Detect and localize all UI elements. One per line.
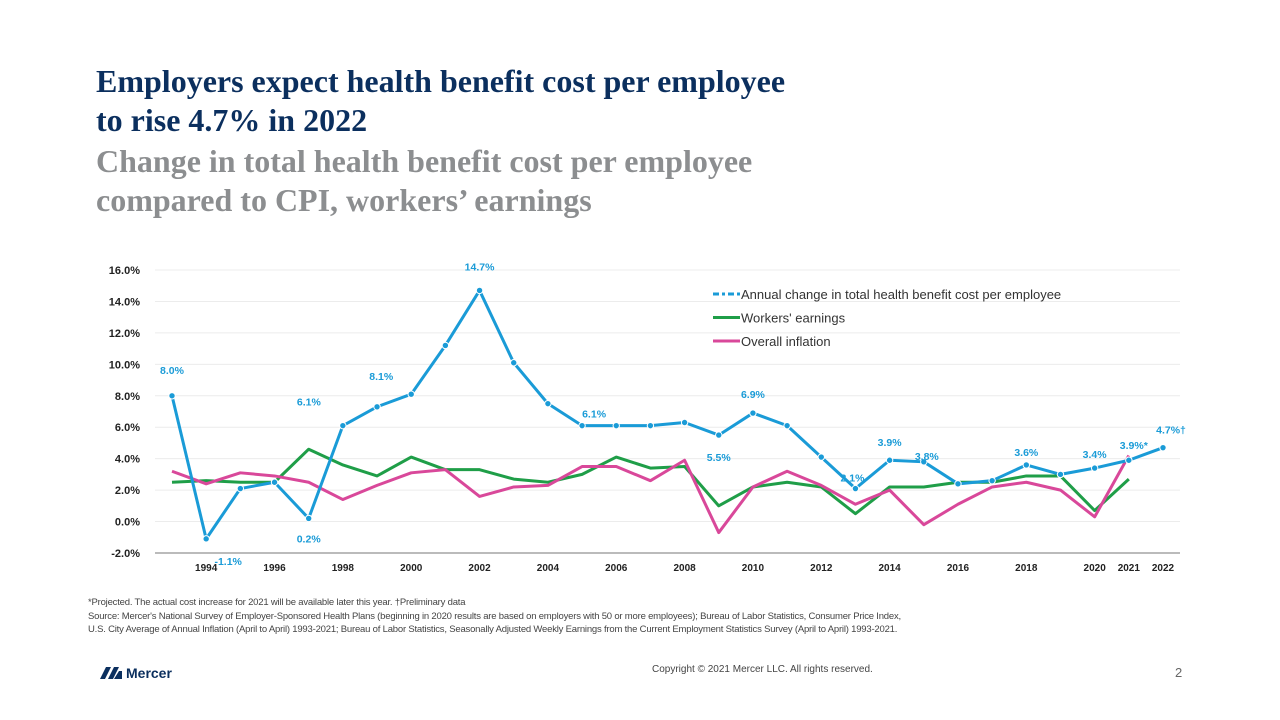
data-label: 6.1%	[582, 409, 607, 421]
x-tick-label: 2014	[878, 563, 901, 574]
data-label: 6.1%	[297, 397, 322, 409]
data-point	[680, 418, 689, 427]
data-point	[817, 453, 825, 461]
data-label: 3.4%	[1083, 449, 1108, 461]
copyright: Copyright © 2021 Mercer LLC. All rights …	[652, 664, 873, 675]
data-label: 3.8%	[915, 451, 940, 463]
data-point	[544, 399, 552, 408]
data-point	[920, 458, 928, 466]
y-tick-label: 6.0%	[115, 422, 140, 434]
x-tick-label: 2008	[673, 563, 696, 574]
data-label: 4.7%†	[1156, 425, 1186, 437]
data-label: -1.1%	[214, 556, 242, 568]
data-label: 14.7%	[465, 261, 495, 273]
data-label: 3.6%	[1014, 447, 1039, 459]
data-label: 2.1%	[840, 473, 865, 485]
x-tick-label: 2020	[1084, 563, 1107, 574]
data-label: 5.5%	[707, 452, 732, 464]
legend-label: Overall inflation	[741, 334, 831, 349]
data-point	[304, 514, 313, 523]
footnotes: *Projected. The actual cost increase for…	[88, 596, 901, 637]
series-line-health-cost	[170, 288, 1164, 541]
y-tick-label: 0.0%	[115, 517, 140, 529]
data-label: 8.0%	[160, 365, 185, 377]
y-tick-label: 12.0%	[109, 328, 140, 340]
mercer-logo-icon	[100, 667, 122, 679]
data-label: 6.9%	[741, 389, 766, 401]
data-point	[441, 341, 450, 350]
data-label: 3.9%*	[1120, 440, 1149, 452]
data-point	[475, 286, 484, 295]
x-tick-label: 2012	[810, 563, 833, 574]
data-label: 0.2%	[297, 533, 322, 545]
data-point	[783, 421, 791, 430]
y-tick-label: 14.0%	[109, 296, 140, 308]
y-tick-label: 8.0%	[115, 391, 140, 403]
data-point	[715, 431, 723, 439]
data-point	[612, 421, 620, 430]
slide-title: Employers expect health benefit cost per…	[96, 62, 785, 140]
legend-label: Workers' earnings	[741, 311, 846, 326]
footnote-source-1: Source: Mercer's National Survey of Empl…	[88, 610, 901, 622]
data-point	[1056, 470, 1065, 479]
line-chart: 16.0% 14.0% 12.0% 10.0% 8.0% 6.0% 4.0% 2.0% 0.0%…	[109, 261, 1186, 574]
x-tick-label: 2018	[1015, 563, 1038, 574]
x-tick-label: 1994	[195, 563, 218, 574]
data-label: 3.9%	[878, 437, 903, 449]
data-point	[1125, 456, 1133, 464]
data-point	[1159, 443, 1167, 452]
x-tick-label: 2022	[1152, 563, 1175, 574]
x-tick-label: 1996	[263, 563, 286, 574]
x-tick-label: 2006	[605, 563, 628, 574]
data-point	[168, 392, 176, 400]
x-tick-label: 1998	[332, 563, 355, 574]
data-point	[1022, 461, 1031, 469]
data-point	[749, 409, 757, 417]
subtitle-line-2: compared to CPI, workers’ earnings	[96, 182, 592, 218]
x-tick-label: 2010	[742, 563, 765, 574]
y-tick-label: 10.0%	[109, 359, 140, 371]
data-label: 8.1%	[369, 371, 394, 383]
x-tick-label: 2002	[468, 563, 491, 574]
data-point	[373, 403, 381, 411]
x-tick-label: 2016	[947, 563, 970, 574]
data-point	[202, 535, 210, 543]
y-tick-label: 4.0%	[115, 454, 140, 466]
footnote-projected: *Projected. The actual cost increase for…	[88, 597, 466, 608]
data-point	[236, 484, 245, 493]
data-point	[851, 484, 860, 493]
footnote-source-2: U.S. City Average of Annual Inflation (A…	[88, 624, 898, 635]
data-point	[954, 480, 962, 488]
title-line-2: to rise 4.7% in 2022	[96, 102, 368, 138]
data-point	[646, 421, 655, 430]
data-point	[988, 476, 996, 485]
data-point	[578, 421, 586, 430]
mercer-logo-text: Mercer	[126, 665, 172, 681]
data-point	[407, 390, 415, 398]
slide-subtitle: Change in total health benefit cost per …	[96, 142, 752, 220]
x-tick-label: 2021	[1118, 563, 1141, 574]
title-line-1: Employers expect health benefit cost per…	[96, 63, 786, 99]
legend-label: Annual change in total health benefit co…	[741, 287, 1061, 302]
y-tick-label: -2.0%	[111, 548, 140, 560]
x-tick-label: 2000	[400, 563, 423, 574]
data-point	[270, 478, 279, 486]
x-tick-label: 2004	[537, 563, 560, 574]
data-point	[885, 456, 894, 464]
mercer-logo: Mercer	[100, 665, 172, 681]
y-tick-label: 2.0%	[115, 485, 140, 497]
series-line-inflation	[171, 454, 1131, 535]
data-point	[339, 421, 347, 430]
subtitle-line-1: Change in total health benefit cost per …	[96, 143, 753, 179]
data-point	[510, 359, 518, 367]
data-point	[1090, 464, 1099, 472]
y-tick-label: 16.0%	[109, 265, 140, 277]
page-number: 2	[1175, 665, 1183, 680]
